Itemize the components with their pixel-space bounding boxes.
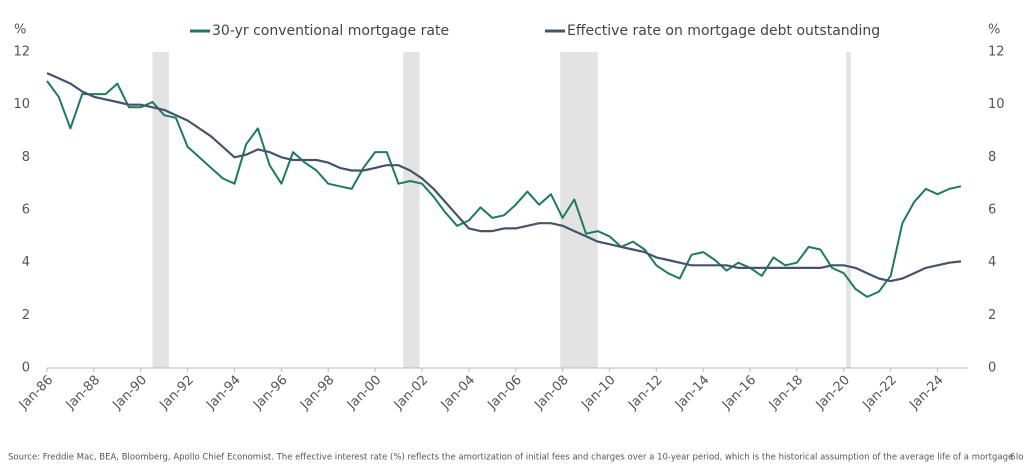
y-tick-label: 6 bbox=[22, 203, 30, 218]
x-tick-label: Jan-04 bbox=[438, 373, 479, 414]
x-tick-label: Jan-14 bbox=[672, 373, 713, 414]
x-tick-label: Jan-20 bbox=[813, 373, 854, 414]
x-tick-label: Jan-10 bbox=[578, 373, 619, 414]
x-tick-label: Jan-98 bbox=[297, 373, 338, 414]
y2-tick-label: 6 bbox=[988, 203, 996, 218]
x-tick-label: Jan-88 bbox=[63, 373, 104, 414]
series-line bbox=[46, 80, 962, 298]
y-tick-label: 8 bbox=[22, 150, 30, 165]
x-tick-label: Jan-18 bbox=[766, 373, 807, 414]
x-tick-label: Jan-24 bbox=[906, 373, 947, 414]
recession-band bbox=[152, 52, 169, 368]
x-tick-label: Jan-22 bbox=[859, 373, 900, 414]
recession-band bbox=[560, 52, 598, 368]
x-tick-label: Jan-86 bbox=[16, 373, 57, 414]
y-tick-label: 4 bbox=[22, 255, 30, 270]
x-tick-label: Jan-08 bbox=[531, 373, 572, 414]
x-tick-label: Jan-92 bbox=[156, 373, 197, 414]
page-number: 6 bbox=[1010, 453, 1015, 463]
y2-tick-label: 4 bbox=[988, 255, 996, 270]
y2-axis-label: % bbox=[988, 23, 1000, 38]
series-line bbox=[46, 72, 962, 283]
y2-tick-label: 12 bbox=[988, 45, 1005, 60]
legend-label: 30-yr conventional mortgage rate bbox=[212, 23, 449, 39]
y2-tick-label: 2 bbox=[988, 308, 996, 323]
y2-tick-label: 8 bbox=[988, 150, 996, 165]
y2-tick-label: 0 bbox=[988, 361, 996, 376]
y2-tick-label: 10 bbox=[988, 97, 1005, 112]
y-tick-label: 0 bbox=[22, 361, 30, 376]
x-tick-label: Jan-06 bbox=[485, 373, 526, 414]
y-tick-label: 12 bbox=[13, 45, 30, 60]
x-tick-label: Jan-02 bbox=[391, 373, 432, 414]
y-tick-label: 2 bbox=[22, 308, 30, 323]
x-tick-label: Jan-94 bbox=[203, 373, 244, 414]
y-axis-label: % bbox=[14, 23, 26, 38]
recession-band bbox=[846, 52, 851, 368]
x-tick-label: Jan-16 bbox=[719, 373, 760, 414]
y-tick-label: 10 bbox=[13, 97, 30, 112]
recession-band bbox=[403, 52, 420, 368]
source-note: Source: Freddie Mac, BEA, Bloomberg, Apo… bbox=[8, 453, 1024, 463]
x-tick-label: Jan-90 bbox=[110, 373, 151, 414]
legend-label: Effective rate on mortgage debt outstand… bbox=[567, 23, 880, 39]
x-tick-label: Jan-12 bbox=[625, 373, 666, 414]
x-tick-label: Jan-96 bbox=[250, 373, 291, 414]
x-tick-label: Jan-00 bbox=[344, 373, 385, 414]
